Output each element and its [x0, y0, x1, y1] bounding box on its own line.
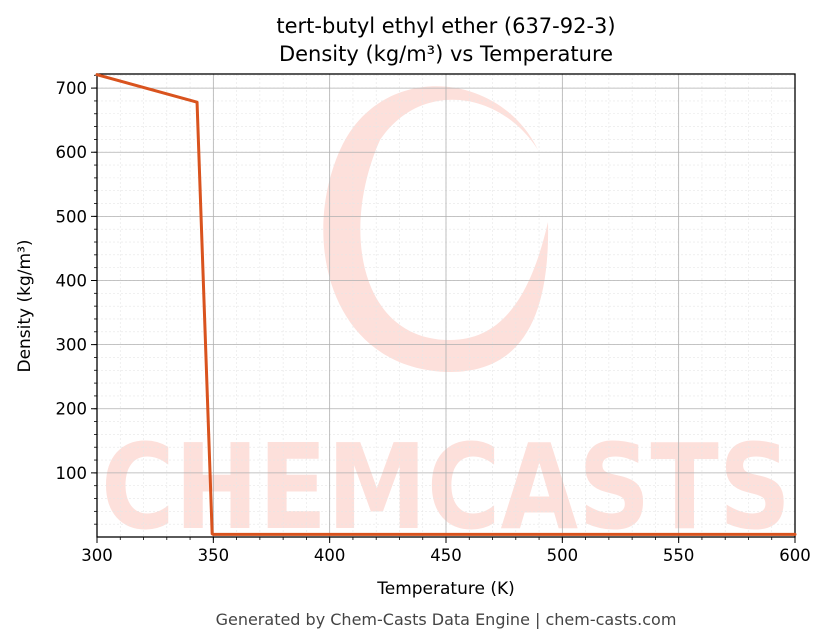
x-tick-label: 550 — [663, 546, 695, 565]
x-axis-label: Temperature (K) — [376, 579, 515, 599]
y-tick-label: 200 — [56, 400, 88, 419]
x-tick-label: 600 — [779, 546, 811, 565]
y-tick-label: 100 — [56, 464, 88, 483]
y-tick-label: 400 — [56, 271, 88, 290]
x-tick-label: 450 — [430, 546, 462, 565]
y-axis: 100 200 300 400 500 600 700 — [56, 74, 97, 525]
y-tick-label: 700 — [56, 79, 88, 98]
footer-credit: Generated by Chem-Casts Data Engine | ch… — [216, 610, 677, 629]
x-axis: 300 350 400 450 500 550 600 — [81, 537, 811, 565]
chart-title: tert-butyl ethyl ether (637-92-3) — [276, 14, 615, 38]
x-tick-label: 400 — [314, 546, 346, 565]
y-tick-label: 300 — [56, 336, 88, 355]
y-tick-label: 600 — [56, 143, 88, 162]
x-tick-label: 500 — [547, 546, 579, 565]
y-axis-label: Density (kg/m³) — [15, 239, 35, 372]
x-tick-label: 300 — [81, 546, 113, 565]
density-series-line — [95, 73, 797, 536]
chart-subtitle: Density (kg/m³) vs Temperature — [279, 42, 613, 66]
series-group — [95, 73, 797, 536]
x-tick-label: 350 — [198, 546, 230, 565]
y-tick-label: 500 — [56, 207, 88, 226]
